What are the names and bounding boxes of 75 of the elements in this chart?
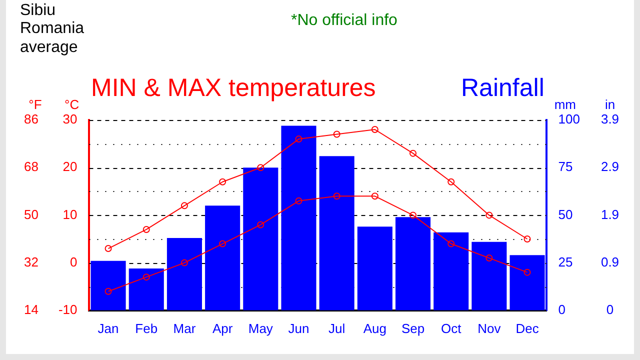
point	[333, 130, 340, 138]
point	[219, 240, 226, 248]
point	[142, 226, 150, 233]
point	[104, 288, 112, 295]
text: Sibiu Romania average	[20, 2, 84, 58]
point	[142, 274, 150, 281]
point	[448, 240, 455, 248]
bar	[166, 238, 202, 310]
text: 0	[606, 302, 614, 317]
x-tick-label: Apr	[212, 320, 234, 336]
bar	[243, 168, 278, 310]
bar	[395, 217, 431, 310]
x-tick-label: Sep	[401, 320, 425, 336]
x-tick-label: Jan	[98, 320, 119, 336]
point	[333, 192, 340, 200]
point	[257, 221, 264, 228]
point	[486, 254, 493, 262]
point	[219, 178, 226, 186]
y3-tick-label: 32	[24, 254, 38, 270]
bar	[128, 268, 164, 310]
y-axis-title: °C	[64, 97, 80, 112]
text: 0.9	[600, 254, 620, 270]
point	[410, 150, 416, 157]
point	[104, 245, 112, 252]
point	[524, 268, 531, 276]
y3-tick-label: 68	[24, 159, 38, 174]
y-tick-label: -10	[58, 302, 78, 317]
point	[448, 178, 455, 186]
bar	[90, 260, 126, 310]
y3-axis-title: °F	[28, 97, 42, 112]
point	[180, 259, 188, 266]
point	[180, 202, 188, 210]
x-tick-label: Jun	[288, 320, 310, 336]
bar	[205, 206, 240, 310]
text: 2.9	[600, 159, 620, 174]
bar	[472, 242, 507, 310]
text: 1.9	[600, 206, 620, 222]
point	[524, 236, 531, 242]
point	[371, 192, 378, 200]
chart-title: MIN & MAX temperatures	[91, 74, 376, 103]
bar	[434, 232, 469, 310]
y-tick-label: 10	[62, 206, 78, 222]
point	[410, 212, 416, 219]
y2-tick-label: 25	[558, 254, 573, 270]
y3-tick-label: 86	[24, 112, 38, 127]
x-tick-label: Nov	[478, 320, 502, 336]
x-tick-label: Mar	[173, 320, 196, 336]
point	[486, 212, 493, 219]
point	[257, 164, 264, 172]
x-tick-label: Feb	[135, 320, 158, 336]
y3-tick-label: 14	[24, 302, 38, 317]
y2-tick-label: 75	[558, 159, 573, 174]
y3-tick-label: 50	[24, 206, 38, 222]
bar	[281, 126, 316, 310]
x-tick-label: Dec	[516, 320, 540, 336]
y-tick-label: 0	[70, 254, 78, 270]
y2-tick-label: 100	[558, 112, 580, 127]
y-tick-label: 30	[62, 112, 78, 127]
x-tick-label: May	[248, 320, 274, 336]
text: *No official info	[291, 12, 398, 30]
y2-axis-title: mm	[554, 97, 576, 112]
x-tick-label: Aug	[363, 320, 386, 336]
y2-tick-label: 50	[558, 206, 573, 222]
point	[295, 136, 302, 143]
x-tick-label: Oct	[440, 320, 462, 336]
bar	[319, 156, 354, 310]
chart-subtitle: Rainfall	[461, 74, 544, 103]
text: 3.9	[600, 112, 620, 127]
point	[371, 126, 378, 134]
text: in	[604, 97, 616, 112]
point	[295, 197, 302, 204]
y2-tick-label: 0	[558, 302, 566, 317]
x-tick-label: Jul	[328, 320, 346, 336]
y-tick-label: 20	[62, 159, 78, 174]
bar	[357, 226, 392, 310]
